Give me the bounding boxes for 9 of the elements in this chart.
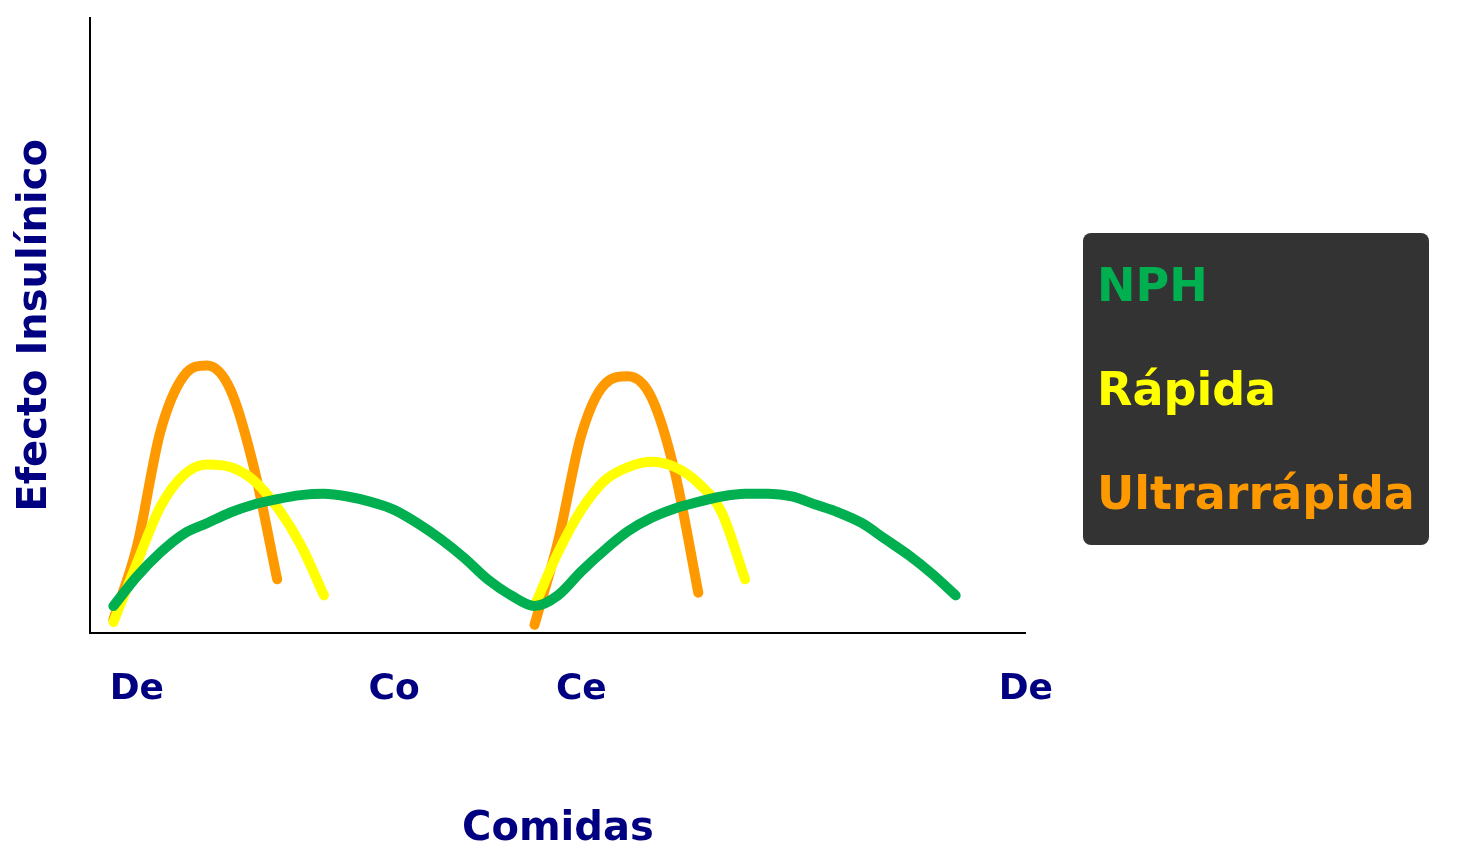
x-tick-label: De bbox=[998, 665, 1054, 707]
x-tick-label: Co bbox=[368, 665, 420, 707]
text: Rápida bbox=[1097, 361, 1278, 418]
x-axis-title: Comidas bbox=[462, 803, 654, 850]
x-tick-label: De bbox=[109, 665, 164, 707]
y-axis-title: Efecto Insulínico bbox=[9, 139, 56, 512]
text: NPH bbox=[1097, 257, 1209, 314]
x-tick-label: Ce bbox=[555, 665, 607, 707]
text: Ultrarrápida bbox=[1097, 465, 1415, 522]
